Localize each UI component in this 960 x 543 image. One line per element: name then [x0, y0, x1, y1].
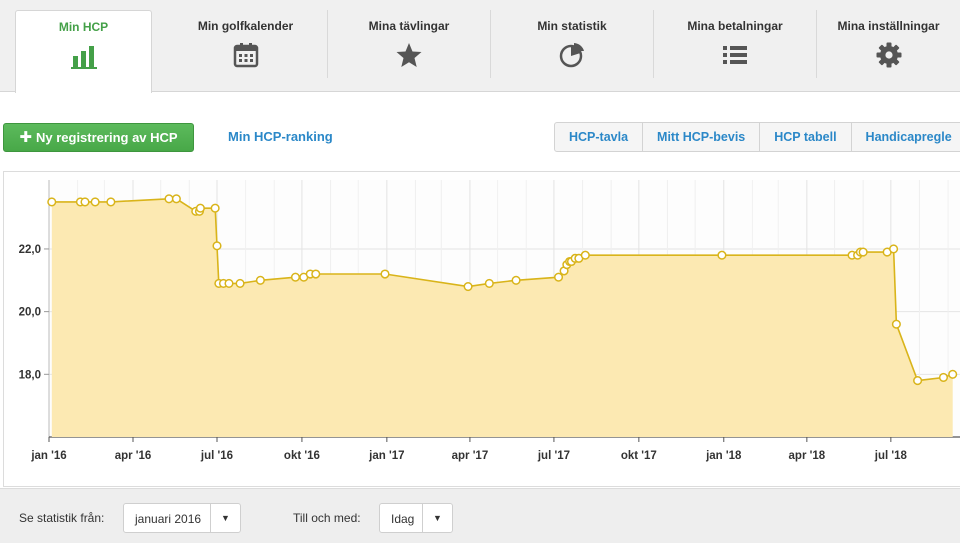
from-value: januari 2016 [135, 512, 202, 526]
hcp-data-point [913, 376, 923, 386]
star-icon [396, 43, 422, 67]
tab-golfkalender[interactable]: Min golfkalender [164, 10, 328, 78]
x-tick-label: jul '18 [874, 450, 908, 462]
x-tick-label: apr '16 [115, 450, 152, 462]
hcp-data-point [164, 194, 174, 204]
y-tick-label: 18,0 [19, 369, 41, 381]
tab-label: Min statistik [537, 19, 607, 33]
new-registration-button[interactable]: ✚ Ny registrering av HCP [3, 123, 194, 152]
hcp-chart: 18,0 20,0 22,0 jan '16 apr '16 jul '16 okt '16… [19, 180, 960, 462]
hcp-data-point [80, 197, 90, 207]
hcp-data-point [290, 272, 301, 282]
hcp-data-point [484, 278, 494, 288]
tab-statistik[interactable]: Min statistik [491, 10, 654, 78]
calendar-icon [233, 43, 258, 68]
pie-chart-icon [559, 43, 584, 68]
hcp-data-point [311, 269, 321, 279]
tab-label: Mina tävlingar [368, 19, 450, 33]
hcp-data-point [195, 203, 205, 213]
gear-icon [876, 42, 901, 68]
hcp-data-point [255, 275, 265, 285]
hcp-data-point [106, 197, 116, 207]
to-label: Till och med: [293, 511, 361, 525]
caret-down-icon: ▼ [422, 504, 452, 532]
hcp-data-point [891, 319, 901, 329]
hcp-data-point [948, 369, 958, 379]
x-tick-label: apr '18 [789, 450, 826, 462]
tab-label: Mina inställningar [837, 19, 940, 33]
hcp-data-point [380, 269, 390, 279]
from-label: Se statistik från: [19, 511, 105, 525]
tab-betalningar[interactable]: Mina betalningar [654, 10, 817, 78]
plus-icon: ✚ [19, 129, 32, 146]
subtab-hcp-bevis[interactable]: Mitt HCP-bevis [643, 122, 761, 152]
x-tick-label: jan '16 [30, 450, 66, 462]
hcp-data-point [889, 244, 899, 254]
hcp-data-point [463, 282, 473, 292]
hcp-data-point [171, 194, 181, 204]
y-tick-label: 20,0 [19, 307, 41, 319]
from-month-select[interactable]: januari 2016 ▼ [123, 503, 241, 533]
hcp-data-point [235, 278, 245, 288]
hcp-data-point [90, 197, 100, 207]
hcp-ranking-link[interactable]: Min HCP-ranking [228, 129, 333, 144]
y-tick-label: 22,0 [19, 244, 41, 256]
tab-label: Min golfkalender [197, 19, 294, 33]
hcp-data-point [858, 247, 868, 257]
list-icon [723, 46, 747, 64]
hcp-data-point [580, 250, 590, 260]
x-tick-label: apr '17 [452, 450, 489, 462]
tab-installningar[interactable]: Mina inställningar [817, 10, 960, 78]
hcp-area-fill [51, 198, 953, 437]
tab-label: Mina betalningar [687, 19, 783, 33]
subtab-hcp-tavla[interactable]: HCP-tavla [554, 122, 644, 152]
hcp-data-point [938, 372, 949, 383]
hcp-chart-panel: 18,0 20,0 22,0 jan '16 apr '16 jul '16 okt '16… [3, 171, 960, 487]
x-tick-label: jan '18 [705, 450, 742, 462]
hcp-data-point [717, 250, 727, 260]
main-nav: Min HCP Min golfkalender Mina tävlingar … [0, 0, 960, 93]
hcp-data-point [511, 275, 521, 285]
tab-min-hcp[interactable]: Min HCP [15, 10, 152, 93]
tab-tavlingar[interactable]: Mina tävlingar [328, 10, 491, 78]
hcp-data-point [224, 278, 234, 288]
to-select[interactable]: Idag ▼ [379, 503, 453, 533]
x-tick-label: okt '17 [621, 450, 657, 462]
tab-label: Min HCP [58, 20, 109, 34]
x-tick-label: jul '17 [537, 450, 570, 462]
date-filter-bar: Se statistik från: januari 2016 ▼ Till o… [0, 488, 960, 543]
hcp-subtabs: HCP-tavla Mitt HCP-bevis HCP tabell Hand… [554, 122, 960, 152]
x-tick-label: jan '17 [368, 450, 404, 462]
hcp-data-point [210, 203, 220, 213]
to-value: Idag [391, 512, 415, 526]
x-tick-label: jul '16 [200, 450, 233, 462]
subtab-hcp-tabell[interactable]: HCP tabell [760, 122, 852, 152]
subtab-handicapregler[interactable]: Handicapregle [851, 122, 960, 152]
x-tick-label: okt '16 [284, 450, 320, 462]
hcp-data-point [47, 197, 57, 207]
bar-chart-icon [70, 46, 97, 69]
hcp-data-point [212, 241, 222, 251]
new-registration-label: Ny registrering av HCP [35, 130, 178, 145]
hcp-data-point [553, 272, 564, 282]
caret-down-icon: ▼ [210, 504, 240, 532]
